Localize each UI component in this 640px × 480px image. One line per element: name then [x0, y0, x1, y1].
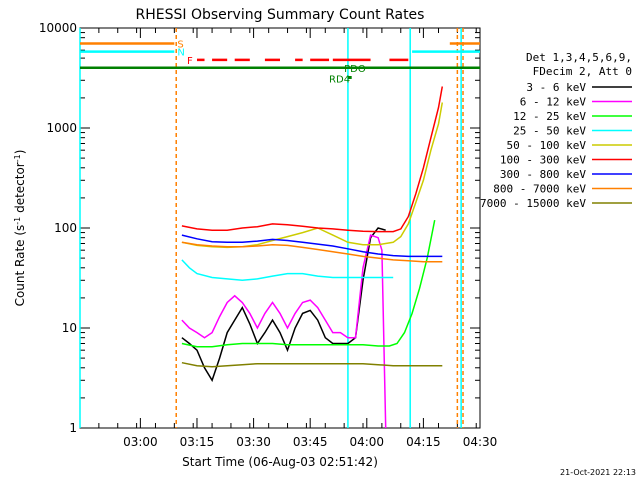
y-axis-label-part3: ) [13, 150, 27, 155]
legend-header-line1: Det 1,3,4,5,6,9, [526, 51, 632, 64]
y-tick-label: 10 [62, 321, 77, 335]
series-line [181, 259, 394, 282]
flag-label-s: S [177, 39, 183, 50]
legend-entry-label: 6 - 12 keV [520, 96, 587, 109]
series-line [181, 86, 444, 233]
y-tick-label: 1000 [46, 121, 77, 135]
flag-label-n: N [177, 48, 184, 59]
y-axis-label-part1: Count Rate (s [13, 225, 27, 307]
series-line [181, 361, 443, 368]
flag-label-rd4: RD4 [329, 74, 350, 85]
y-axis-label-group: Count Rate (s-1 detector-1) [13, 150, 28, 307]
legend-entry-label: 50 - 100 keV [507, 139, 587, 152]
y-axis-label-sup2: -1 [13, 154, 22, 162]
series-line [181, 241, 443, 263]
x-tick-label: 03:00 [123, 435, 158, 449]
series-line [181, 234, 443, 258]
legend: Det 1,3,4,5,6,9, FDecim 2, Att 0 3 - 6 k… [480, 51, 632, 210]
x-tick-label: 04:00 [349, 435, 384, 449]
legend-header-line2: FDecim 2, Att 0 [533, 65, 632, 78]
x-tick-label: 03:30 [236, 435, 271, 449]
y-tick-label: 10000 [39, 21, 77, 35]
y-tick-label: 100 [54, 221, 77, 235]
legend-entry-label: 800 - 7000 keV [493, 183, 586, 196]
y-axis-label-sup1: -1 [13, 217, 22, 225]
x-tick-label: 03:45 [293, 435, 328, 449]
x-tick-label: 03:15 [180, 435, 215, 449]
series-line [181, 227, 386, 383]
status-vertical-lines [79, 28, 464, 428]
series-line [181, 234, 387, 429]
legend-entry-label: 100 - 300 keV [500, 154, 586, 167]
y-axis-label-part2: detector [13, 162, 27, 217]
render-timestamp: 21-Oct-2021 22:13 [560, 468, 636, 477]
legend-entry-label: 300 - 800 keV [500, 168, 586, 181]
plot-frame [79, 27, 481, 429]
legend-entry-label: 25 - 50 keV [513, 125, 586, 138]
plot-area [79, 27, 481, 429]
flag-label-f: F [187, 56, 193, 67]
chart-title: RHESSI Observing Summary Count Rates [136, 7, 425, 23]
x-tick-label: 04:15 [406, 435, 441, 449]
y-axis-label: Count Rate (s-1 detector-1) [13, 150, 28, 307]
energy-band-series [181, 86, 444, 429]
legend-entry-label: 12 - 25 keV [513, 110, 586, 123]
flag-label-pdo: PDO [344, 64, 366, 75]
series-line [181, 219, 436, 348]
legend-entry-label: 7000 - 15000 keV [480, 197, 586, 210]
legend-entry-label: 3 - 6 keV [526, 81, 586, 94]
y-tick-label: 1 [69, 421, 77, 435]
x-tick-label: 04:30 [463, 435, 498, 449]
x-axis-label: Start Time (06-Aug-03 02:51:42) [182, 455, 378, 469]
axis-ticks: 1 10 100 1000 10000 03:00 03:15 03:30 03:45 04:00… [39, 21, 497, 449]
